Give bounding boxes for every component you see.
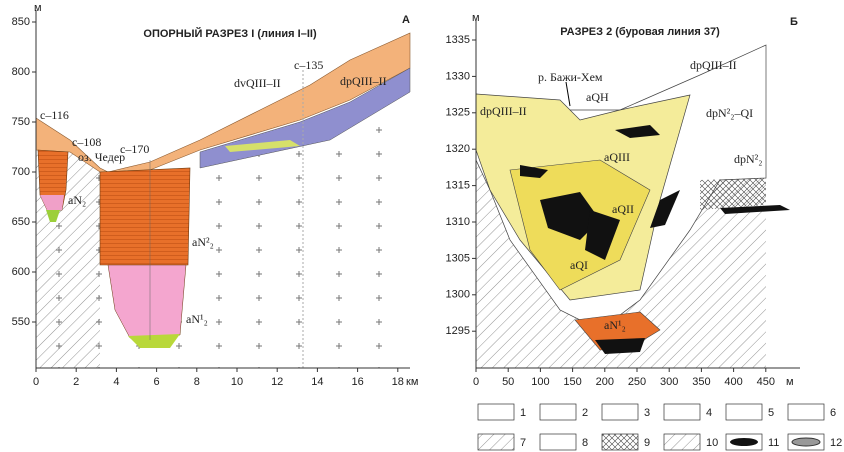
x-tick-label: 10 — [231, 376, 243, 388]
label: оз. Чедер — [78, 150, 125, 164]
x-tick-label: 150 — [563, 376, 581, 388]
y-tick-label: 1315 — [446, 180, 470, 192]
legend-label: 4 — [706, 407, 712, 419]
legend-label: 9 — [644, 437, 650, 449]
label: aN₂ — [68, 193, 86, 207]
label: с–108 — [72, 135, 101, 149]
x-tick-label: 18 — [392, 376, 404, 388]
y-tick-label: 750 — [12, 116, 30, 128]
label: aN¹₂ — [604, 318, 626, 332]
y-tick-label: 1320 — [446, 143, 470, 155]
legend-swatch — [539, 403, 577, 421]
left-geology — [35, 32, 411, 368]
y-tick-label: 1295 — [446, 325, 470, 337]
x-tick-label: 12 — [271, 376, 283, 388]
legend-label: 10 — [706, 437, 718, 449]
label: aQH — [586, 90, 609, 104]
legend: 1 2 3 4 5 67 8 9 10 11 12 — [477, 403, 842, 451]
x-tick-label: 4 — [113, 376, 119, 388]
x-tick-label: 100 — [531, 376, 549, 388]
right-labels: р. Бажи-Хем aQH dpQIII–II dpQIII–II dpN²… — [480, 58, 762, 332]
label: dpQIII–II — [480, 104, 527, 118]
legend-label: 3 — [644, 407, 650, 419]
x-tick-label: 450 — [757, 376, 775, 388]
right-x-unit: м — [786, 376, 794, 388]
right-corner: Б — [790, 16, 798, 28]
legend-label: 1 — [520, 407, 526, 419]
legend-swatch — [601, 403, 639, 421]
legend-swatch — [663, 433, 701, 451]
label: dpN²₂ — [734, 152, 762, 166]
left-labels: с–116 оз. Чедер с–108 с–170 с–135 dvQIII… — [40, 58, 387, 326]
x-tick-label: 0 — [33, 376, 39, 388]
y-tick-label: 700 — [12, 166, 30, 178]
legend-swatch — [477, 433, 515, 451]
legend-label: 6 — [830, 407, 836, 419]
x-tick-label: 400 — [724, 376, 742, 388]
legend-icon — [791, 437, 821, 447]
legend-label: 5 — [768, 407, 774, 419]
legend-swatch — [725, 403, 763, 421]
y-tick-label: 800 — [12, 66, 30, 78]
label: dvQIII–II — [234, 76, 281, 90]
legend-swatch — [539, 433, 577, 451]
label: с–116 — [40, 108, 69, 122]
y-tick-label: 1335 — [446, 34, 470, 46]
y-tick-label: 1330 — [446, 70, 470, 82]
y-tick-label: 650 — [12, 216, 30, 228]
label: aQIII — [604, 150, 630, 164]
y-tick-label: 1310 — [446, 216, 470, 228]
legend-label: 8 — [582, 437, 588, 449]
label: aQI — [570, 258, 588, 272]
x-tick-label: 8 — [194, 376, 200, 388]
legend-label: 11 — [768, 437, 779, 449]
label: aN²₂ — [192, 235, 214, 249]
label: с–135 — [294, 58, 323, 72]
x-tick-label: 50 — [502, 376, 514, 388]
label: dpN²₂–QI — [706, 106, 753, 120]
y-tick-label: 600 — [12, 266, 30, 278]
x-tick-label: 200 — [596, 376, 614, 388]
legend-label: 7 — [520, 437, 526, 449]
legend-swatch — [663, 403, 701, 421]
left-y-unit: м — [34, 2, 42, 14]
right-y-unit: м — [472, 12, 480, 24]
x-tick-label: 6 — [154, 376, 160, 388]
legend-swatch — [477, 403, 515, 421]
label: с–170 — [120, 142, 149, 156]
label: dpQIII–II — [340, 74, 387, 88]
left-x-unit: км — [406, 376, 418, 388]
label: aN¹₂ — [186, 312, 208, 326]
left-title: ОПОРНЫЙ РАЗРЕЗ I (линия I–II) — [143, 27, 317, 40]
y-tick-label: 850 — [12, 16, 30, 28]
legend-label: 12 — [830, 437, 842, 449]
x-tick-label: 250 — [628, 376, 646, 388]
y-tick-label: 1305 — [446, 252, 470, 264]
x-tick-label: 0 — [473, 376, 479, 388]
x-tick-label: 14 — [311, 376, 323, 388]
label: dpQIII–II — [690, 58, 737, 72]
label: р. Бажи-Хем — [538, 70, 603, 84]
x-tick-label: 300 — [660, 376, 678, 388]
x-tick-label: 350 — [692, 376, 710, 388]
right-geology — [475, 44, 790, 368]
legend-swatch — [787, 403, 825, 421]
y-tick-label: 550 — [12, 316, 30, 328]
left-corner: А — [402, 14, 410, 26]
right-title: РАЗРЕЗ 2 (буровая линия 37) — [560, 26, 720, 38]
legend-label: 2 — [582, 407, 588, 419]
x-tick-label: 2 — [73, 376, 79, 388]
y-tick-label: 1325 — [446, 107, 470, 119]
x-tick-label: 16 — [351, 376, 363, 388]
legend-icon — [730, 438, 758, 446]
y-tick-label: 1300 — [446, 289, 470, 301]
legend-swatch — [601, 433, 639, 451]
label: aQII — [612, 202, 634, 216]
